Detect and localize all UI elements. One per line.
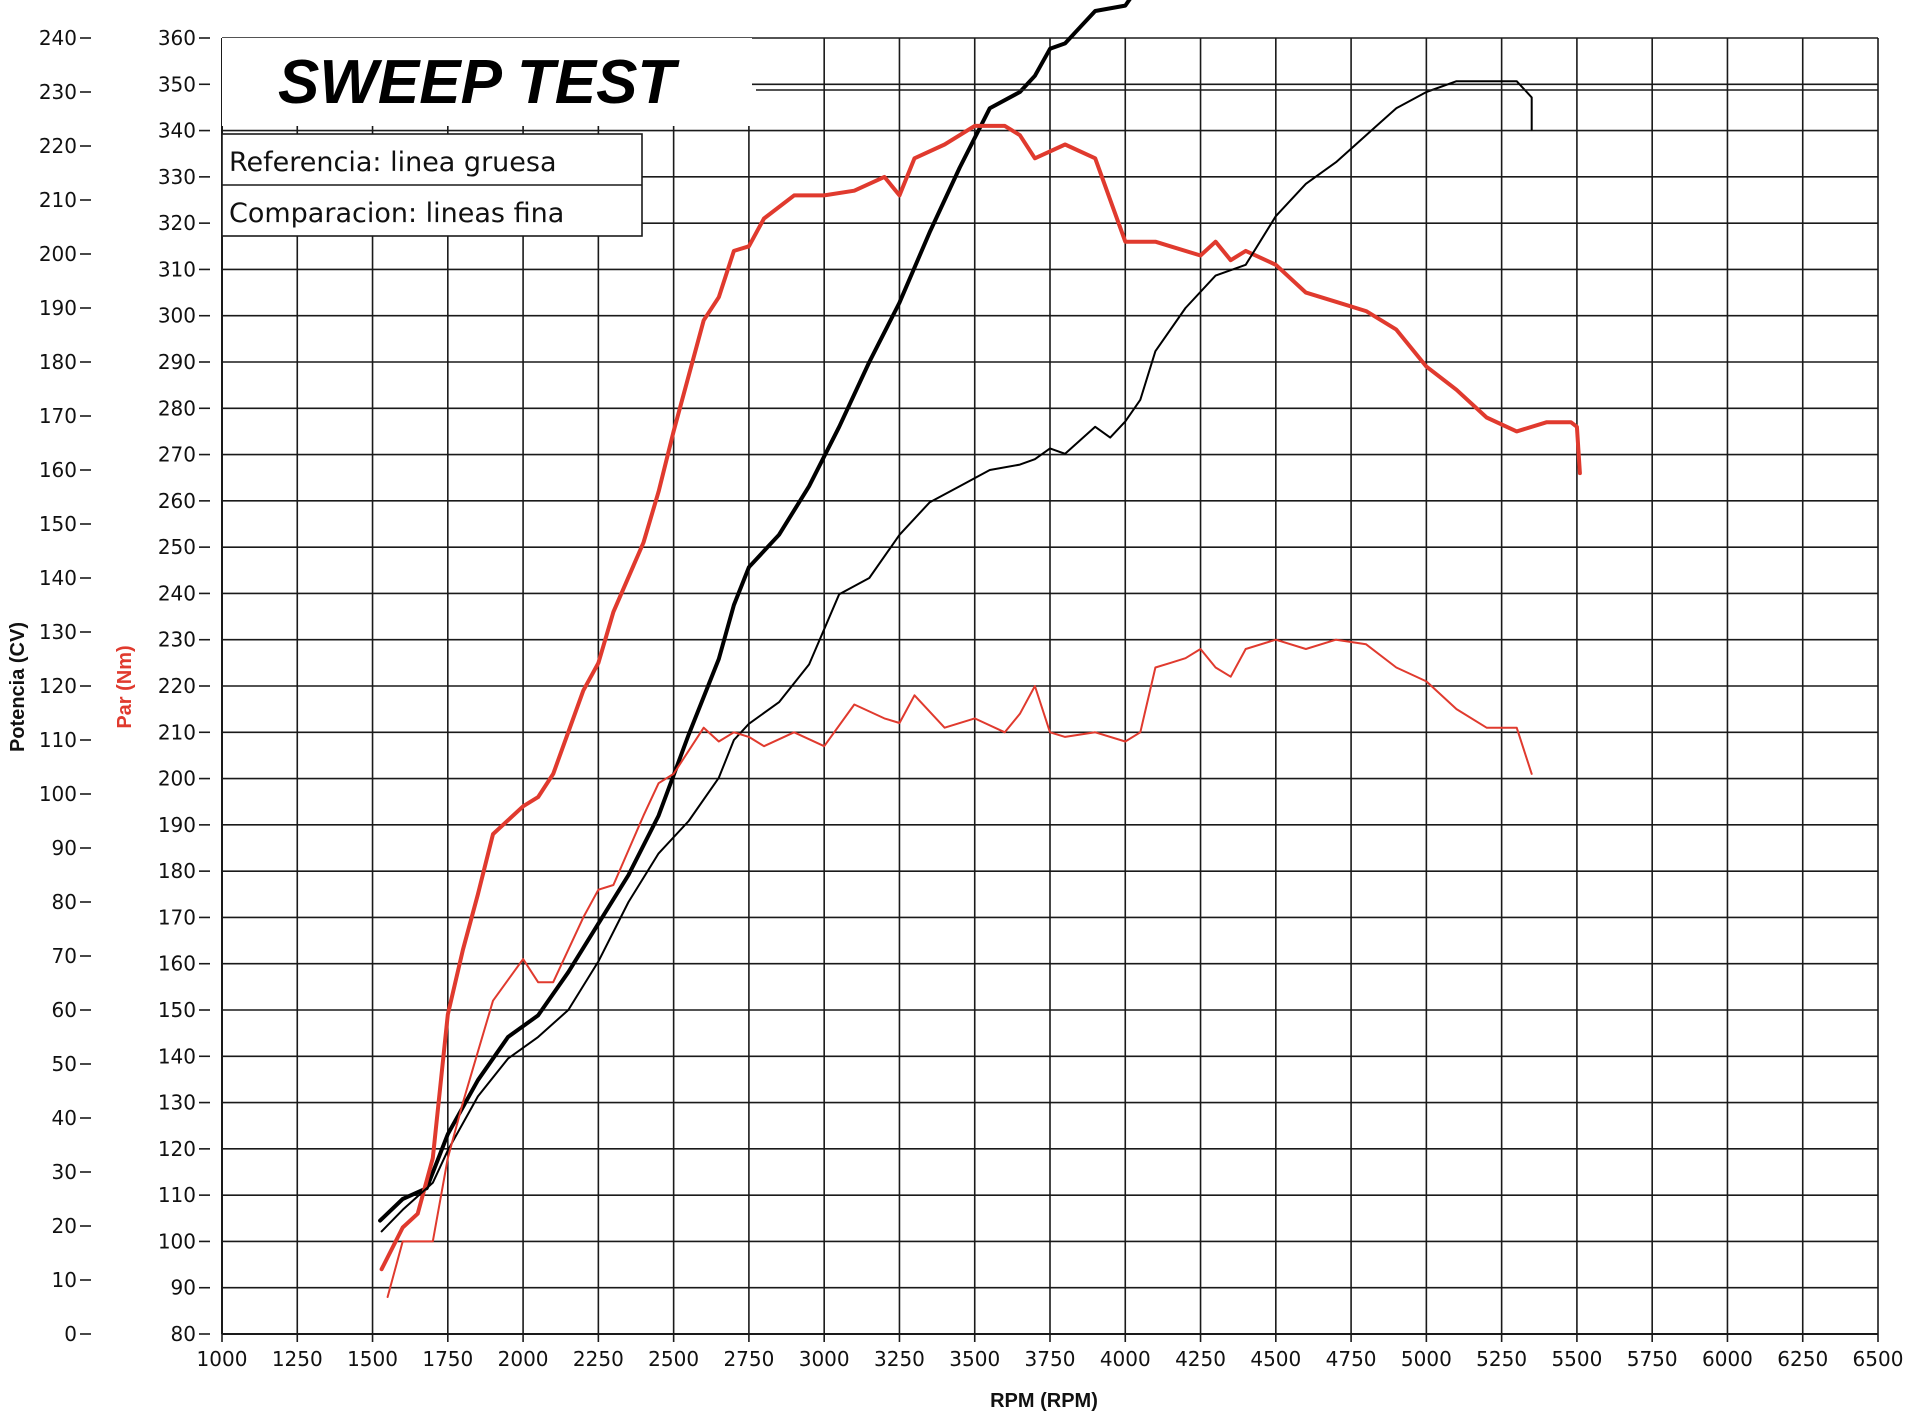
power-tick-label: 60 [52, 998, 77, 1022]
power-tick-label: 230 [39, 80, 77, 104]
power-tick-label: 70 [52, 944, 77, 968]
power-tick-label: 200 [39, 242, 77, 266]
x-tick-label: 1750 [422, 1347, 473, 1371]
legend-comparison: Comparacion: lineas fina [229, 198, 564, 229]
power-tick-label: 100 [39, 782, 77, 806]
power-tick-label: 40 [52, 1106, 77, 1130]
power-tick-label: 120 [39, 674, 77, 698]
legend-reference: Referencia: linea gruesa [229, 147, 557, 178]
torque-tick-label: 360 [158, 26, 196, 50]
torque-tick-label: 200 [158, 767, 196, 791]
x-tick-label: 5000 [1401, 1347, 1452, 1371]
torque-tick-label: 140 [158, 1044, 196, 1068]
power-tick-label: 80 [52, 890, 77, 914]
torque-tick-label: 270 [158, 443, 196, 467]
x-tick-label: 4500 [1250, 1347, 1301, 1371]
x-tick-label: 2750 [723, 1347, 774, 1371]
torque-tick-label: 120 [158, 1137, 196, 1161]
torque-tick-label: 80 [171, 1322, 196, 1346]
x-tick-label: 2250 [573, 1347, 624, 1371]
power-tick-label: 210 [39, 188, 77, 212]
torque-tick-label: 220 [158, 674, 196, 698]
data-series [378, 0, 1582, 1298]
power-tick-label: 30 [52, 1160, 77, 1184]
x-tick-label: 1000 [197, 1347, 248, 1371]
x-tick-label: 3500 [949, 1347, 1000, 1371]
power-tick-label: 90 [52, 836, 77, 860]
power-tick-label: 10 [52, 1268, 77, 1292]
power-tick-label: 190 [39, 296, 77, 320]
torque-tick-label: 190 [158, 813, 196, 837]
x-tick-label: 3250 [874, 1347, 925, 1371]
power-tick-label: 180 [39, 350, 77, 374]
torque-tick-label: 150 [158, 998, 196, 1022]
x-tick-label: 3000 [799, 1347, 850, 1371]
power-tick-label: 220 [39, 134, 77, 158]
power-axis-title: Potencia (CV) [7, 622, 29, 752]
torque-tick-label: 330 [158, 165, 196, 189]
power-tick-label: 240 [39, 26, 77, 50]
torque-tick-label: 130 [158, 1091, 196, 1115]
x-tick-label: 5250 [1476, 1347, 1527, 1371]
power-tick-label: 150 [39, 512, 77, 536]
power-tick-label: 0 [64, 1322, 77, 1346]
x-tick-label: 2000 [498, 1347, 549, 1371]
torque-tick-label: 250 [158, 535, 196, 559]
torque-axis-title: Par (Nm) [114, 645, 136, 728]
torque-tick-label: 210 [158, 720, 196, 744]
torque-tick-label: 300 [158, 304, 196, 328]
power-tick-label: 20 [52, 1214, 77, 1238]
x-tick-label: 1250 [272, 1347, 323, 1371]
torque-tick-label: 290 [158, 350, 196, 374]
series-line-potencia-referencia [378, 0, 1132, 1223]
torque-tick-label: 170 [158, 905, 196, 929]
title-backdrop [222, 38, 752, 126]
torque-tick-label: 280 [158, 396, 196, 420]
x-tick-label: 1500 [347, 1347, 398, 1371]
power-tick-label: 170 [39, 404, 77, 428]
torque-tick-label: 340 [158, 119, 196, 143]
tick-labels: 1000 1250 1500 1750 2000 2250 2500 2750 3000 3250… [39, 26, 1904, 1371]
x-tick-label: 3750 [1025, 1347, 1076, 1371]
torque-tick-label: 180 [158, 859, 196, 883]
x-tick-label: 6250 [1777, 1347, 1828, 1371]
power-tick-label: 160 [39, 458, 77, 482]
torque-tick-label: 160 [158, 952, 196, 976]
power-tick-label: 110 [39, 728, 77, 752]
torque-tick-label: 90 [171, 1276, 196, 1300]
x-tick-label: 6500 [1853, 1347, 1904, 1371]
torque-tick-label: 100 [158, 1229, 196, 1253]
x-tick-label: 4000 [1100, 1347, 1151, 1371]
torque-tick-label: 350 [158, 72, 196, 96]
torque-tick-label: 230 [158, 628, 196, 652]
chart-title: SWEEP TEST [278, 48, 680, 117]
torque-tick-label: 320 [158, 211, 196, 235]
x-tick-label: 5500 [1551, 1347, 1602, 1371]
power-tick-label: 130 [39, 620, 77, 644]
x-tick-label: 5750 [1627, 1347, 1678, 1371]
axes [80, 37, 1879, 1342]
torque-tick-label: 240 [158, 581, 196, 605]
x-tick-label: 4250 [1175, 1347, 1226, 1371]
x-tick-label: 2500 [648, 1347, 699, 1371]
x-tick-label: 4750 [1326, 1347, 1377, 1371]
series-line-par-referencia [379, 123, 1582, 1272]
series-line-potencia-comparacion [380, 80, 1533, 1233]
torque-tick-label: 310 [158, 257, 196, 281]
x-tick-label: 6000 [1702, 1347, 1753, 1371]
x-axis-title: RPM (RPM) [990, 1390, 1098, 1412]
torque-tick-label: 260 [158, 489, 196, 513]
power-tick-label: 140 [39, 566, 77, 590]
torque-tick-label: 110 [158, 1183, 196, 1207]
power-tick-label: 50 [52, 1052, 77, 1076]
grid-lines [221, 37, 1879, 1335]
series-line-par-comparacion [386, 638, 1533, 1298]
